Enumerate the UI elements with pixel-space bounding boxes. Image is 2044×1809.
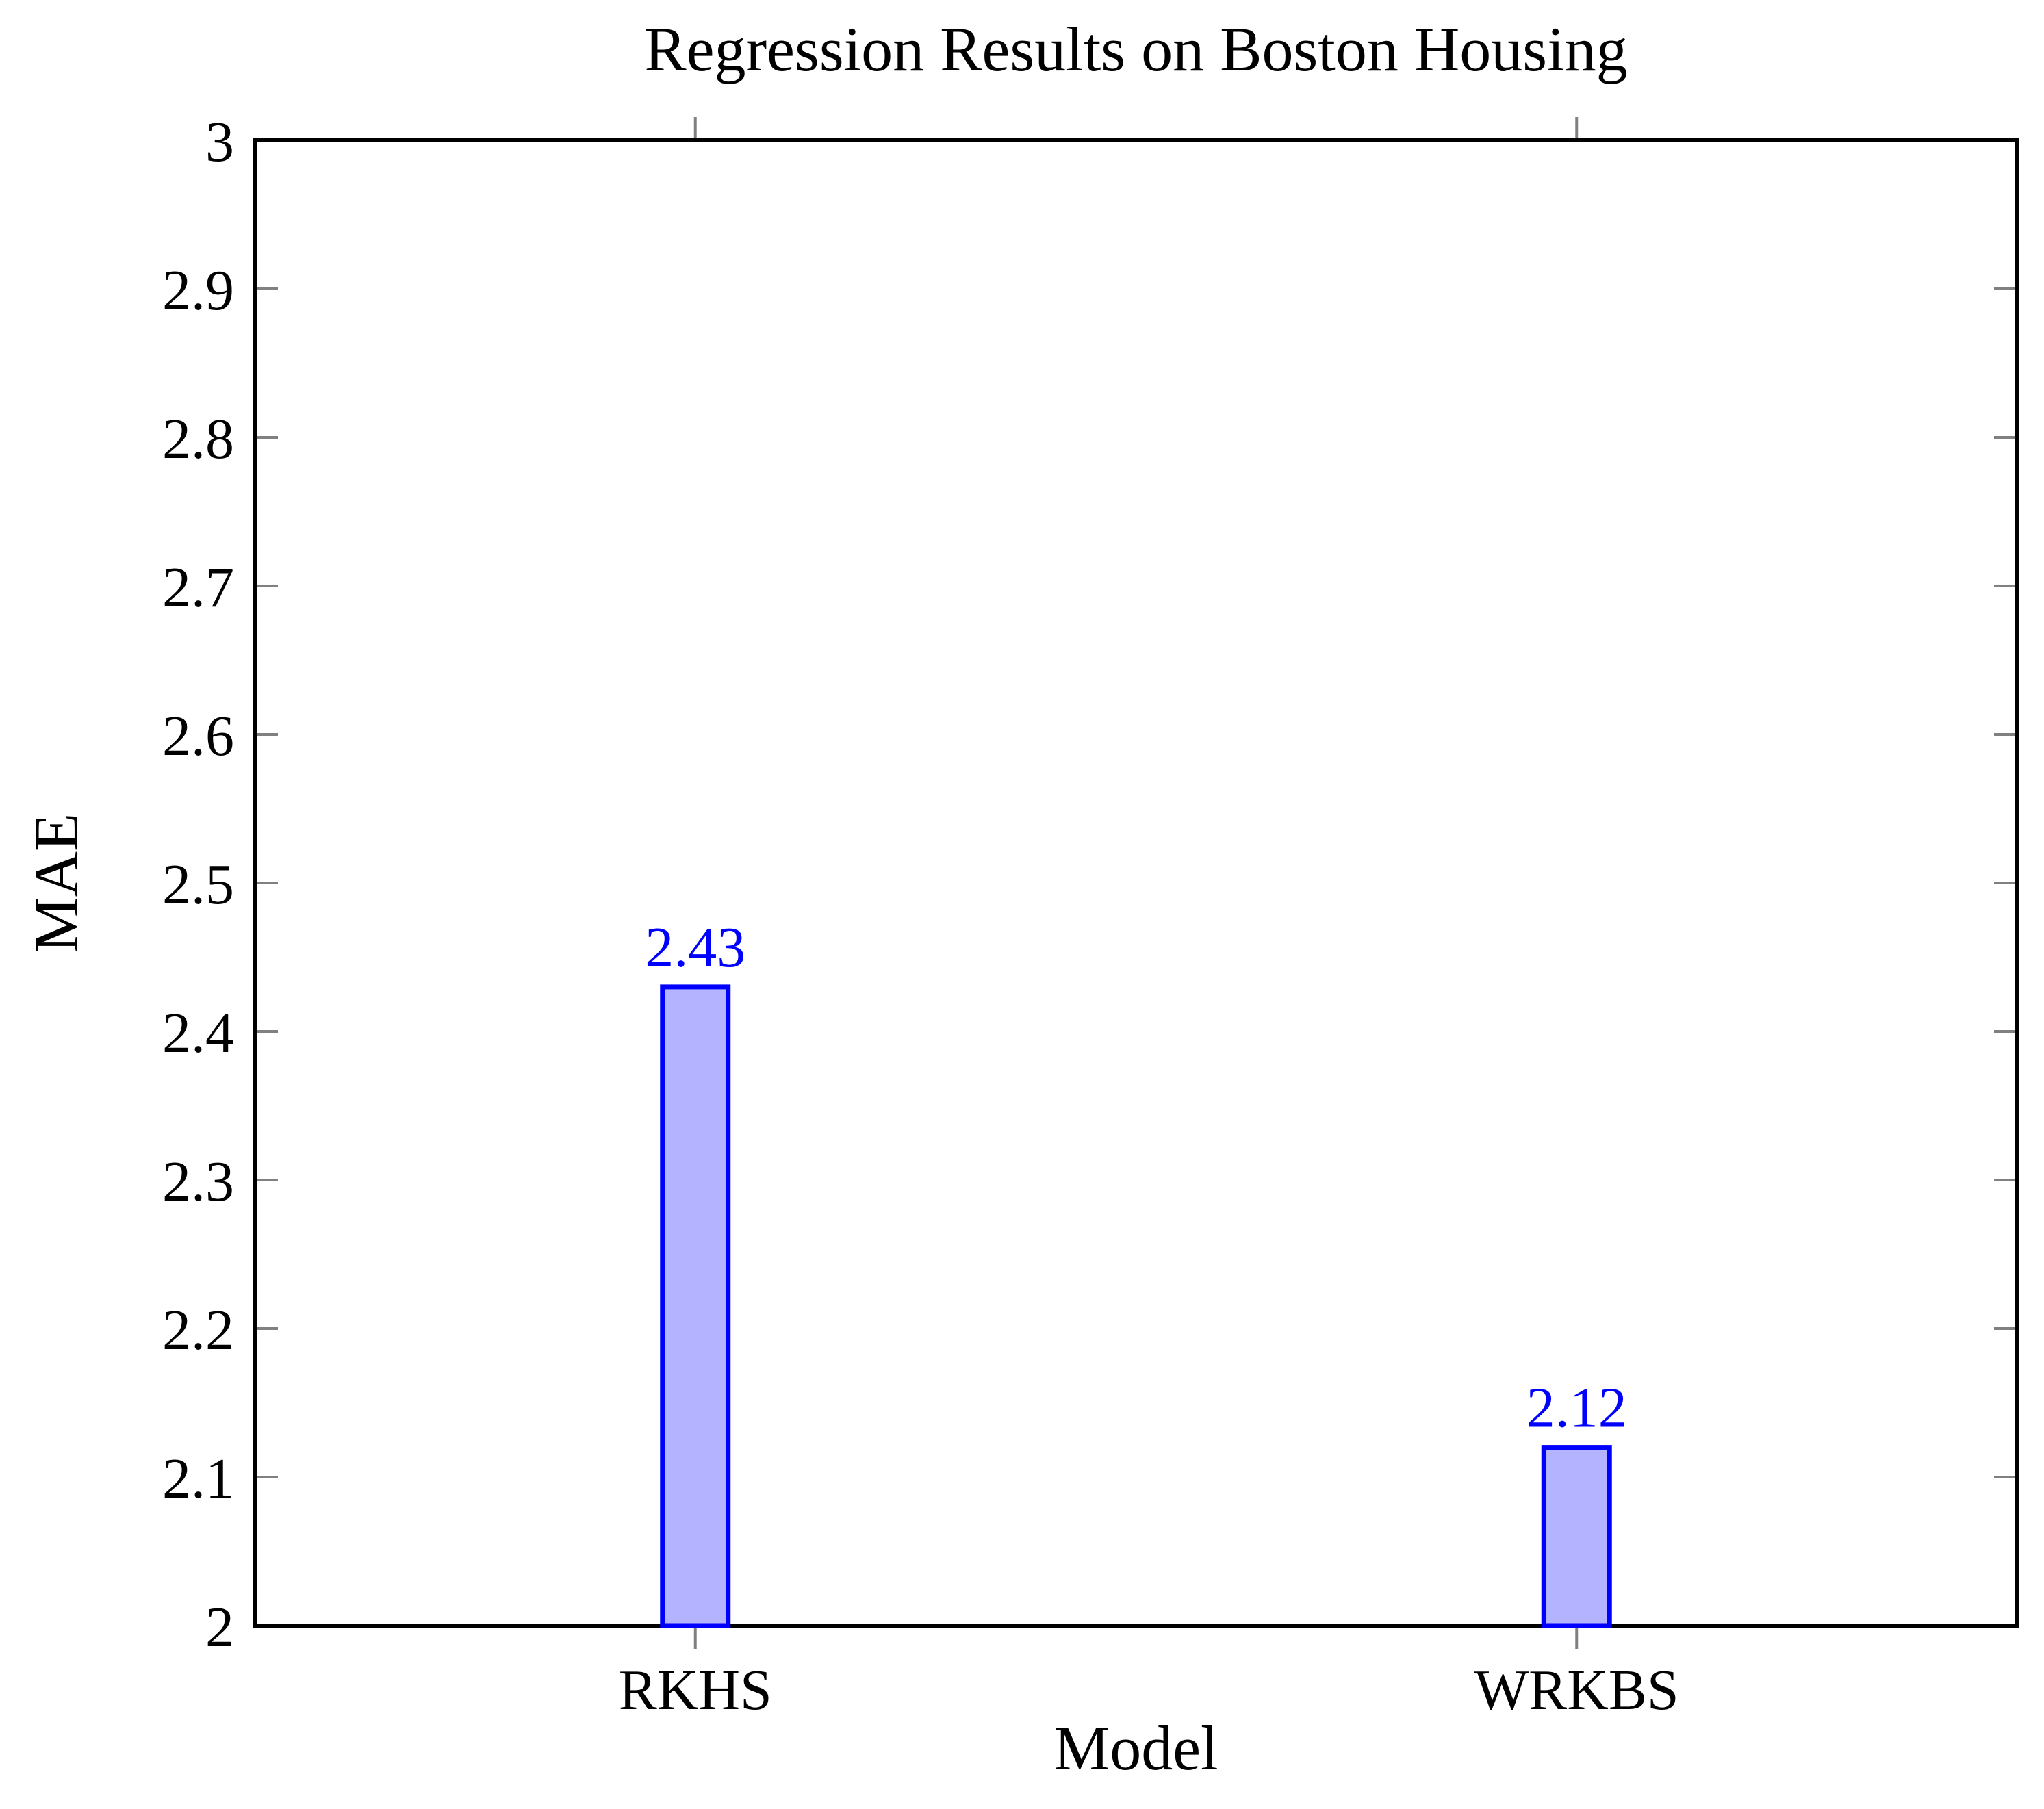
chart-title: Regression Results on Boston Housing bbox=[644, 14, 1628, 84]
y-tick-label-2-2: 2.2 bbox=[162, 1298, 234, 1362]
y-axis-label: MAE bbox=[21, 812, 91, 953]
bar-value-label-wrkbs: 2.12 bbox=[1526, 1376, 1627, 1440]
y-tick-label-2: 2 bbox=[205, 1595, 234, 1659]
y-tick-label-2-8: 2.8 bbox=[162, 407, 234, 471]
y-tick-label-2-5: 2.5 bbox=[162, 853, 234, 916]
y-tick-label-2-4: 2.4 bbox=[162, 1001, 234, 1065]
y-tick-label-2-7: 2.7 bbox=[162, 556, 234, 619]
bar-rkhs bbox=[660, 984, 731, 1628]
bar-wrkbs bbox=[1541, 1445, 1612, 1628]
x-axis-label: Model bbox=[1053, 1713, 1218, 1783]
y-tick-label-2-6: 2.6 bbox=[162, 704, 234, 768]
y-tick-label-3: 3 bbox=[205, 110, 234, 174]
plot-frame bbox=[253, 138, 2019, 1628]
x-tick-label-rkhs: RKHS bbox=[619, 1658, 772, 1722]
y-tick-label-2-9: 2.9 bbox=[162, 259, 234, 322]
y-tick-label-2-3: 2.3 bbox=[162, 1150, 234, 1214]
bar-value-label-rkhs: 2.43 bbox=[645, 916, 745, 979]
x-tick-label-wrkbs: WRKBS bbox=[1474, 1658, 1679, 1722]
y-tick-label-2-1: 2.1 bbox=[162, 1447, 234, 1511]
